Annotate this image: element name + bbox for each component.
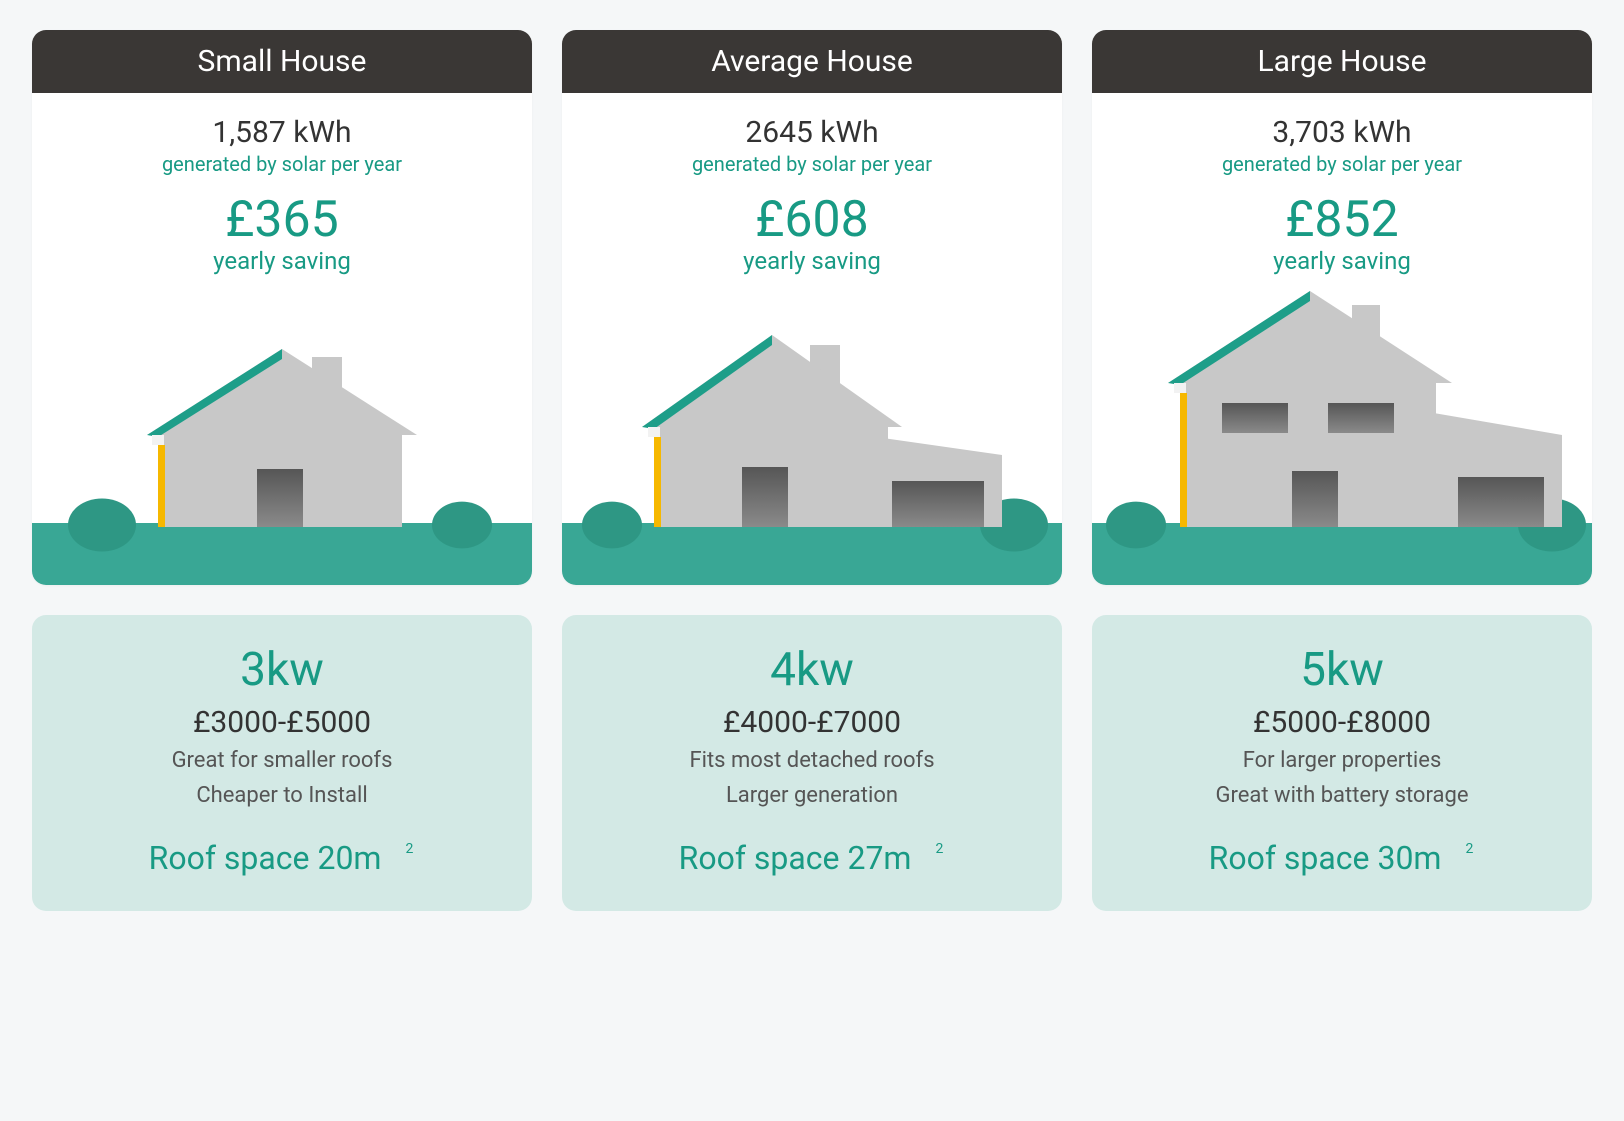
kwh-value: 2645 kWh bbox=[572, 115, 1052, 150]
spec-card-large: 5kw £5000-£8000 For larger properties Great… bbox=[1092, 615, 1592, 911]
feature-bullet: Larger generation bbox=[582, 781, 1042, 811]
saving-subtext: yearly saving bbox=[42, 247, 522, 275]
feature-bullet: Great with battery storage bbox=[1112, 781, 1572, 811]
generated-subtext: generated by solar per year bbox=[572, 152, 1052, 176]
roof-value: 20 bbox=[317, 839, 353, 877]
saving-subtext: yearly saving bbox=[1102, 247, 1582, 275]
roof-value: 27 bbox=[847, 839, 883, 877]
stats-block: 3,703 kWhgenerated by solar per year £852… bbox=[1092, 93, 1592, 275]
roof-superscript: 2 bbox=[935, 841, 945, 857]
house-card-medium: Average House2645 kWhgenerated by solar … bbox=[562, 30, 1062, 585]
feature-bullet: For larger properties bbox=[1112, 746, 1572, 776]
card-col-0: Small House1,587 kWhgenerated by solar p… bbox=[32, 30, 532, 911]
price-range: £4000-£7000 bbox=[582, 705, 1042, 740]
feature-bullet: Fits most detached roofs bbox=[582, 746, 1042, 776]
roof-unit: m bbox=[353, 839, 381, 877]
feature-bullet: Cheaper to Install bbox=[52, 781, 512, 811]
house-icon-medium bbox=[562, 285, 1062, 585]
card-col-1: Average House2645 kWhgenerated by solar … bbox=[562, 30, 1062, 911]
generated-subtext: generated by solar per year bbox=[1102, 152, 1582, 176]
generated-subtext: generated by solar per year bbox=[42, 152, 522, 176]
saving-amount: £365 bbox=[42, 194, 522, 247]
saving-subtext: yearly saving bbox=[572, 247, 1052, 275]
house-icon-large bbox=[1092, 285, 1592, 585]
roof-space: Roof space 20m 2 bbox=[52, 839, 512, 877]
kwh-value: 3,703 kWh bbox=[1102, 115, 1582, 150]
saving-amount: £608 bbox=[572, 194, 1052, 247]
roof-superscript: 2 bbox=[405, 841, 415, 857]
roof-space: Roof space 30m 2 bbox=[1112, 839, 1572, 877]
roof-prefix: Roof space bbox=[679, 839, 848, 877]
roof-unit: m bbox=[883, 839, 911, 877]
spec-card-medium: 4kw £4000-£7000 Fits most detached roofs La… bbox=[562, 615, 1062, 911]
house-icon-small bbox=[32, 285, 532, 585]
kw-rating: 5kw bbox=[1112, 643, 1572, 697]
roof-prefix: Roof space bbox=[149, 839, 318, 877]
roof-superscript: 2 bbox=[1465, 841, 1475, 857]
house-card-small: Small House1,587 kWhgenerated by solar p… bbox=[32, 30, 532, 585]
spec-card-small: 3kw £3000-£5000 Great for smaller roofs Che… bbox=[32, 615, 532, 911]
card-col-2: Large House3,703 kWhgenerated by solar p… bbox=[1092, 30, 1592, 911]
stats-block: 2645 kWhgenerated by solar per year £608y… bbox=[562, 93, 1062, 275]
saving-amount: £852 bbox=[1102, 194, 1582, 247]
card-header: Small House bbox=[32, 30, 532, 93]
stats-block: 1,587 kWhgenerated by solar per year £365… bbox=[32, 93, 532, 275]
kw-rating: 4kw bbox=[582, 643, 1042, 697]
price-range: £5000-£8000 bbox=[1112, 705, 1572, 740]
card-header: Average House bbox=[562, 30, 1062, 93]
roof-unit: m bbox=[1413, 839, 1441, 877]
roof-space: Roof space 27m 2 bbox=[582, 839, 1042, 877]
feature-bullet: Great for smaller roofs bbox=[52, 746, 512, 776]
kw-rating: 3kw bbox=[52, 643, 512, 697]
kwh-value: 1,587 kWh bbox=[42, 115, 522, 150]
price-range: £3000-£5000 bbox=[52, 705, 512, 740]
card-header: Large House bbox=[1092, 30, 1592, 93]
roof-value: 30 bbox=[1377, 839, 1413, 877]
cards-row: Small House1,587 kWhgenerated by solar p… bbox=[32, 30, 1592, 911]
roof-prefix: Roof space bbox=[1209, 839, 1378, 877]
house-card-large: Large House3,703 kWhgenerated by solar p… bbox=[1092, 30, 1592, 585]
